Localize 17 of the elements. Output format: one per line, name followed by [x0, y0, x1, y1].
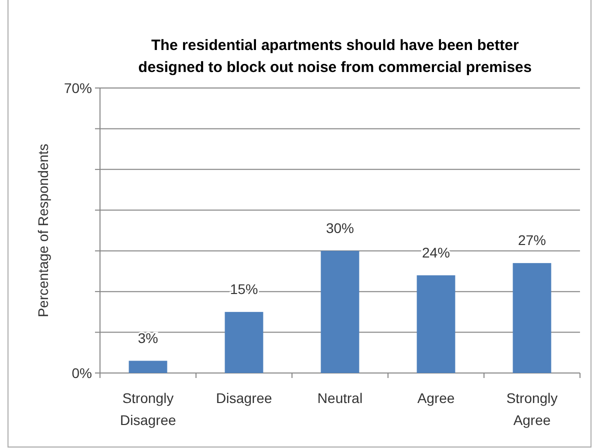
- y-tick-label: 0%: [72, 364, 92, 381]
- bar: [416, 275, 456, 373]
- bar: [128, 360, 168, 373]
- x-tick-label: Disagree: [216, 390, 272, 406]
- chart-title: The residential apartments should have been better designed to block out noise from commercial premises: [138, 37, 532, 76]
- x-tick-label: Strongly Agree: [506, 390, 558, 428]
- y-tick-label: 70%: [64, 80, 92, 96]
- data-label: 27%: [518, 232, 546, 248]
- bar: [320, 250, 360, 373]
- data-label: 30%: [326, 220, 354, 236]
- x-tick-label: Neutral: [317, 390, 363, 406]
- x-tick-label: Strongly Disagree: [120, 390, 176, 428]
- data-label: 3%: [138, 330, 158, 346]
- x-tick-label: Agree: [417, 390, 455, 406]
- bar: [224, 312, 264, 373]
- y-axis-title: Percentage of Respondents: [35, 144, 51, 318]
- bar: [512, 263, 552, 373]
